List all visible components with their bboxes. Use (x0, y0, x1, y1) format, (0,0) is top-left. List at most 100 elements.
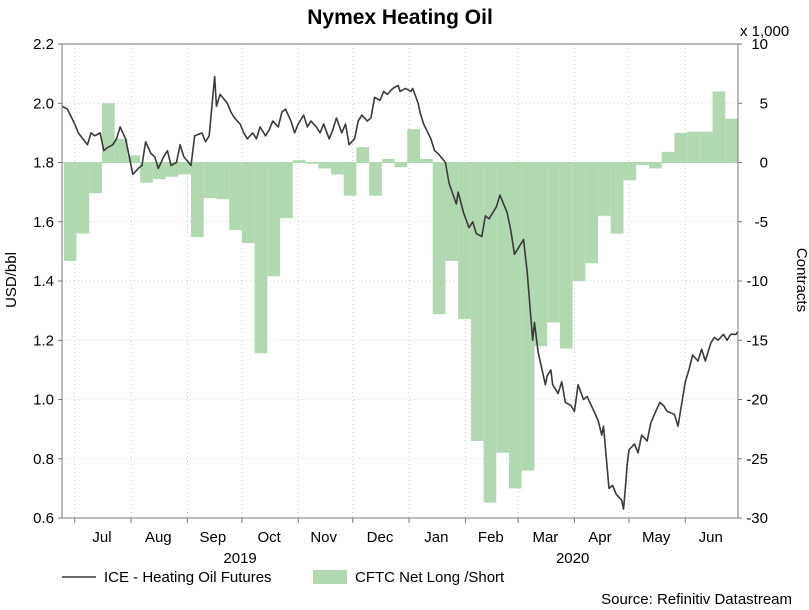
cftc-bar (343, 162, 357, 196)
cftc-bar (381, 158, 395, 163)
cftc-bar (63, 162, 77, 261)
plot-frame (61, 43, 739, 519)
cftc-bar (152, 162, 166, 180)
source-note: Source: Refinitiv Datastream (601, 591, 792, 608)
left-tick-label: 1.2 (33, 332, 54, 349)
cftc-bar (305, 162, 319, 164)
cftc-bar (280, 162, 293, 219)
cftc-bar (241, 162, 255, 244)
right-axis-multiplier: x 1,000 (740, 23, 789, 40)
cftc-bar (547, 162, 560, 323)
cftc-bar (127, 155, 141, 163)
month-label: Jan (424, 529, 448, 546)
cftc-bar (598, 162, 611, 216)
month-label: Oct (257, 529, 281, 546)
right-tick-label: -20 (746, 392, 768, 409)
legend-bar-label: CFTC Net Long /Short (355, 569, 505, 586)
year-label: 2020 (556, 550, 589, 567)
right-axis-label: Contracts (793, 248, 809, 312)
cftc-bar (687, 131, 700, 163)
cftc-bar (661, 151, 675, 163)
month-label: Sep (199, 529, 226, 546)
right-tick-label: 5 (760, 95, 768, 112)
x-axis: Jul Aug Sep Oct Nov Dec Jan Feb Mar Apr May Jun 2019… (74, 518, 723, 567)
left-tick-label: 1.4 (33, 273, 54, 290)
cftc-bar (725, 118, 738, 163)
cftc-bar (470, 162, 484, 441)
cftc-bar (623, 162, 637, 181)
cftc-bar (712, 91, 726, 163)
month-label: May (642, 529, 671, 546)
chart-title: Nymex Heating Oil (307, 6, 493, 29)
cftc-bar (318, 162, 331, 169)
legend-bar-swatch (313, 570, 347, 584)
month-label: Jul (92, 529, 111, 546)
cftc-bar (483, 162, 497, 503)
cftc-bar (356, 147, 370, 163)
right-tick-label: -30 (746, 510, 768, 527)
left-tick-label: 2.0 (33, 95, 54, 112)
cftc-bar (101, 103, 115, 163)
cftc-bar (267, 162, 281, 277)
cftc-bar (509, 162, 522, 489)
right-tick-label: 0 (760, 155, 768, 172)
cftc-bar (330, 162, 344, 175)
left-tick-label: 2.2 (33, 36, 54, 53)
gridlines (62, 43, 738, 519)
cftc-bar (394, 162, 408, 168)
month-label: Aug (145, 529, 172, 546)
right-tick-label: -15 (746, 332, 768, 349)
cftc-bar (432, 162, 446, 315)
cftc-bar (140, 162, 153, 183)
cftc-bar (458, 162, 471, 319)
cftc-bar (636, 162, 649, 165)
heating-oil-price-line (61, 75, 739, 510)
cftc-bar (610, 162, 624, 234)
left-tick-label: 1.8 (33, 155, 54, 172)
right-axis: -30 -25 -20 -15 -10 -5 0 5 10 (738, 36, 768, 527)
cftc-bar (369, 162, 382, 196)
right-tick-label: -10 (746, 273, 768, 290)
cftc-bar (89, 162, 102, 194)
left-tick-label: 0.8 (33, 451, 54, 468)
right-tick-label: -25 (746, 451, 768, 468)
cftc-bar (292, 160, 306, 163)
left-tick-label: 1.6 (33, 214, 54, 231)
cftc-bar (559, 162, 573, 349)
month-label: Feb (478, 529, 504, 546)
cftc-bar (254, 162, 268, 354)
cftc-bar (203, 162, 217, 199)
cftc-bar (178, 162, 192, 175)
cftc-bar (534, 162, 548, 347)
month-label: Apr (588, 529, 611, 546)
month-label: Dec (367, 529, 394, 546)
cftc-bar (445, 162, 459, 261)
legend-line-label: ICE - Heating Oil Futures (104, 569, 272, 586)
left-axis-label: USD/bbl (3, 252, 20, 308)
cftc-bars (63, 91, 739, 503)
cftc-bar (648, 162, 662, 169)
cftc-bar (191, 162, 204, 238)
month-label: Mar (532, 529, 558, 546)
cftc-bar (407, 129, 420, 163)
month-label: Nov (310, 529, 337, 546)
month-label: Jun (699, 529, 723, 546)
right-tick-label: 10 (751, 36, 768, 53)
cftc-bar (699, 131, 713, 163)
cftc-bar (496, 162, 510, 453)
cftc-bar (76, 162, 90, 234)
cftc-bar (229, 162, 242, 231)
year-label: 2019 (223, 550, 256, 567)
left-tick-label: 1.0 (33, 392, 54, 409)
left-tick-label: 0.6 (33, 510, 54, 527)
legend: ICE - Heating Oil Futures CFTC Net Long … (62, 569, 505, 586)
cftc-bar (521, 162, 535, 471)
cftc-bar (114, 138, 128, 163)
cftc-bar (585, 162, 599, 264)
cftc-bar (674, 132, 688, 163)
cftc-bar (419, 158, 433, 163)
right-tick-label: -5 (755, 214, 768, 231)
cftc-bar (572, 162, 586, 281)
cftc-bar (216, 162, 230, 200)
